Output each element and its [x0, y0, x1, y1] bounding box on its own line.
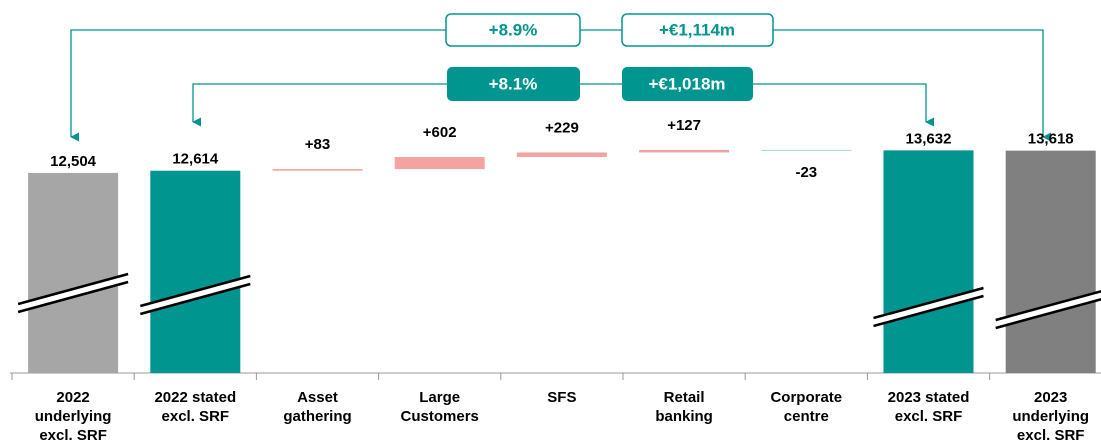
x-tick-label: SFS: [547, 389, 576, 406]
x-tick-label: excl. SRF: [1017, 427, 1085, 444]
value-label: +127: [667, 117, 701, 134]
x-tick-label: underlying: [1012, 408, 1089, 425]
annotation: +8.9%: [489, 20, 538, 39]
value-label: 12,504: [50, 153, 97, 170]
x-tick-label: 2022 stated: [154, 389, 236, 406]
bar: [761, 149, 852, 151]
annotation-box: [447, 67, 580, 101]
axis-break: [139, 282, 251, 316]
axis-break: [17, 272, 129, 306]
value-label: 13,618: [1028, 131, 1074, 148]
axis-break: [873, 286, 984, 320]
x-tick-label: underlying: [35, 408, 112, 425]
axis-break: [873, 288, 984, 326]
axis-break: [995, 291, 1101, 328]
value-label: -23: [795, 164, 817, 181]
x-tick-label: Retail: [664, 389, 705, 406]
value-label: +229: [545, 119, 579, 136]
x-tick-label: excl. SRF: [162, 408, 230, 425]
bar: [28, 172, 119, 373]
bar: [1005, 150, 1096, 373]
axis-break: [18, 274, 129, 312]
x-tick-label: gathering: [283, 408, 351, 425]
x-tick-label: Large: [419, 389, 460, 406]
bar: [272, 169, 363, 171]
axis-break: [17, 280, 129, 314]
x-tick-label: 2022: [56, 389, 89, 406]
bar: [394, 157, 485, 170]
x-tick-label: 2023: [1034, 389, 1067, 406]
value-label: +602: [423, 124, 457, 141]
annotation: +€1,018m: [648, 74, 725, 93]
value-label: +83: [305, 136, 330, 153]
x-tick-label: Asset: [297, 389, 338, 406]
x-tick-label: excl. SRF: [895, 408, 963, 425]
x-tick-label: Corporate: [770, 389, 842, 406]
x-tick-label: centre: [784, 408, 829, 425]
axis-break: [140, 276, 251, 314]
x-tick-label: banking: [655, 408, 713, 425]
annotation: +€1,114m: [659, 20, 735, 39]
bar: [883, 150, 974, 373]
axis-break: [995, 297, 1101, 330]
axis-break: [873, 294, 984, 328]
value-label: 13,632: [906, 130, 952, 147]
axis-break: [139, 274, 251, 308]
bar: [516, 152, 607, 158]
bar: [150, 170, 241, 373]
annotation-box: [622, 67, 753, 101]
annotation-box: [621, 13, 774, 47]
x-tick-label: excl. SRF: [39, 427, 107, 444]
x-tick-label: Customers: [401, 408, 479, 425]
axis-break: [995, 289, 1101, 322]
annotation: +8.1%: [489, 74, 538, 93]
bar: [639, 149, 730, 153]
value-label: 12,614: [172, 151, 219, 168]
x-tick-label: 2023 stated: [888, 389, 970, 406]
annotation-box: [445, 13, 581, 47]
